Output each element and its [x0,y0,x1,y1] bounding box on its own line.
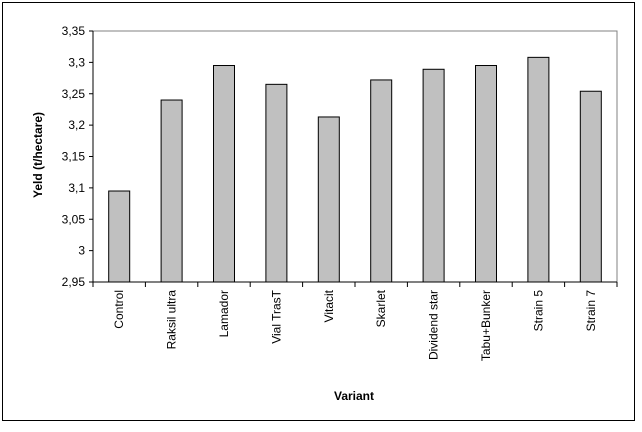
bar [213,65,235,283]
y-tick-label: 3,2 [68,118,85,132]
y-tick-label: 3,1 [68,181,85,195]
x-tick-label: Vitacit [322,289,336,322]
x-tick-label: Raksil ultra [165,290,179,350]
bar [265,83,288,283]
y-tick-label: 2,95 [62,275,86,289]
y-tick-label: 3,05 [62,212,86,226]
bar [475,65,497,283]
y-tick-label: 3,15 [62,150,86,164]
x-tick-label: Lamador [217,290,231,337]
x-tick-label: Strain 5 [531,290,545,332]
y-tick-label: 3,25 [62,87,86,101]
y-tick-label: 3,3 [68,55,85,69]
bar [317,116,340,283]
y-axis-title: Yeld (t/hectare) [31,112,45,198]
bar [370,79,393,283]
x-tick-label: Vial TrasT [269,289,283,343]
x-tick-label: Strain 7 [584,290,598,332]
x-tick-label: Dividend star [427,290,441,360]
bar [579,90,602,283]
x-tick-label: Tabu+Bunker [479,290,493,361]
x-axis-ticks: Control Raksil ultra Lamador Vial TrasT Vita… [92,282,618,361]
x-tick-label: Skarlet [374,289,388,327]
x-axis-title: Variant [334,389,374,403]
y-tick-label: 3 [78,244,85,258]
bar [108,190,131,283]
bar [422,68,445,283]
y-tick-label: 3,35 [62,24,86,38]
bars [108,56,602,283]
x-tick-label: Control [112,290,126,329]
bar [527,56,550,283]
bar [160,99,183,283]
y-axis-ticks: 2,95 3 3,05 3,1 3,15 3,2 3,25 3,3 3,35 [62,24,93,289]
